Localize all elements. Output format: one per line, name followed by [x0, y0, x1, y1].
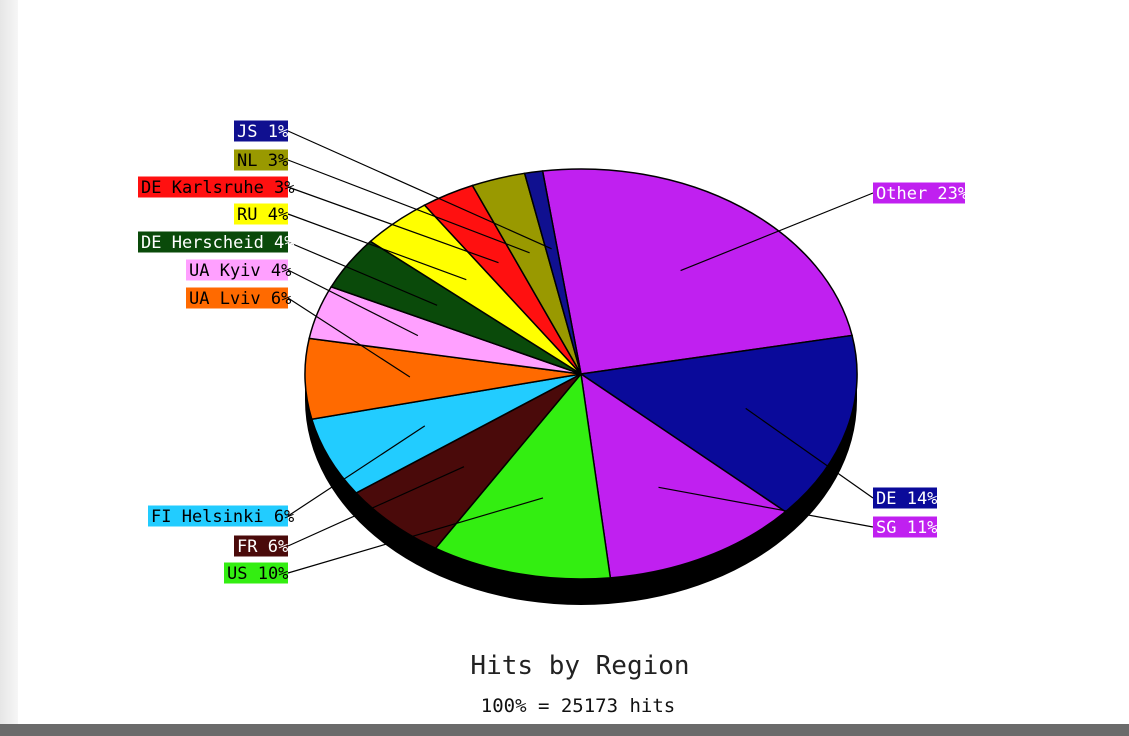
leader-line-us — [287, 497, 544, 574]
label-text-ua-kyiv: UA Kyiv 4% — [189, 261, 291, 281]
label-text-fi-helsinki: FI Helsinki 6% — [151, 507, 294, 527]
pie-slice-us — [434, 372, 612, 580]
label-box-de-herscheid — [138, 231, 288, 253]
leader-line-ru — [287, 213, 467, 281]
pie-slices — [304, 168, 858, 580]
label-text-us: US 10% — [227, 564, 288, 584]
label-text-other: Other 23% — [876, 184, 968, 204]
pie-slice-sg — [580, 372, 787, 579]
leader-line-sg — [658, 486, 874, 528]
label-text-fr: FR 6% — [237, 537, 288, 557]
chart-title: Hits by Region — [470, 651, 689, 681]
leader-line-nl — [287, 159, 530, 254]
slice-labels: Other 23% DE 14% SG 11% US 10% FR 6% FI Helsi… — [138, 120, 968, 584]
label-text-js: JS 1% — [237, 122, 288, 142]
label-box-ua-lviv — [186, 287, 288, 309]
label-box-fr — [234, 535, 288, 557]
label-text-de-karlsruhe: DE Karlsruhe 3% — [141, 178, 295, 198]
label-text-de: DE 14% — [876, 489, 937, 509]
leader-line-other — [680, 192, 874, 272]
leader-line-de — [745, 407, 874, 499]
label-box-fi-helsinki — [148, 505, 288, 527]
label-box-de-karlsruhe — [138, 176, 288, 198]
pie-slice-js — [523, 170, 582, 375]
window-frame-left — [0, 0, 18, 736]
leader-line-de-karlsruhe — [287, 186, 499, 264]
label-box-ru — [234, 203, 288, 225]
chart-subtitle: 100% = 25173 hits — [481, 695, 675, 717]
leader-line-js — [287, 130, 552, 250]
label-box-ua-kyiv — [186, 259, 288, 281]
label-box-nl — [234, 149, 288, 171]
label-text-de-herscheid: DE Herscheid 4% — [141, 233, 295, 253]
leader-line-ua-kyiv — [287, 269, 419, 337]
label-box-sg — [873, 516, 937, 538]
label-box-us — [224, 562, 288, 584]
label-text-sg: SG 11% — [876, 518, 937, 538]
leader-line-fr — [287, 466, 465, 547]
label-text-ru: RU 4% — [237, 205, 288, 225]
leader-line-ua-lviv — [287, 297, 411, 378]
label-box-de — [873, 487, 937, 509]
pie-slice-other — [541, 168, 854, 375]
label-box-js — [234, 120, 288, 142]
window-frame-bottom — [0, 724, 1129, 736]
label-box-other — [873, 182, 965, 204]
label-text-nl: NL 3% — [237, 151, 288, 171]
leader-line-de-herscheid — [287, 241, 438, 306]
leader-line-fi-helsinki — [287, 425, 426, 517]
label-text-ua-lviv: UA Lviv 6% — [189, 289, 291, 309]
leader-lines — [287, 130, 874, 574]
pie-slice-de — [578, 334, 858, 513]
